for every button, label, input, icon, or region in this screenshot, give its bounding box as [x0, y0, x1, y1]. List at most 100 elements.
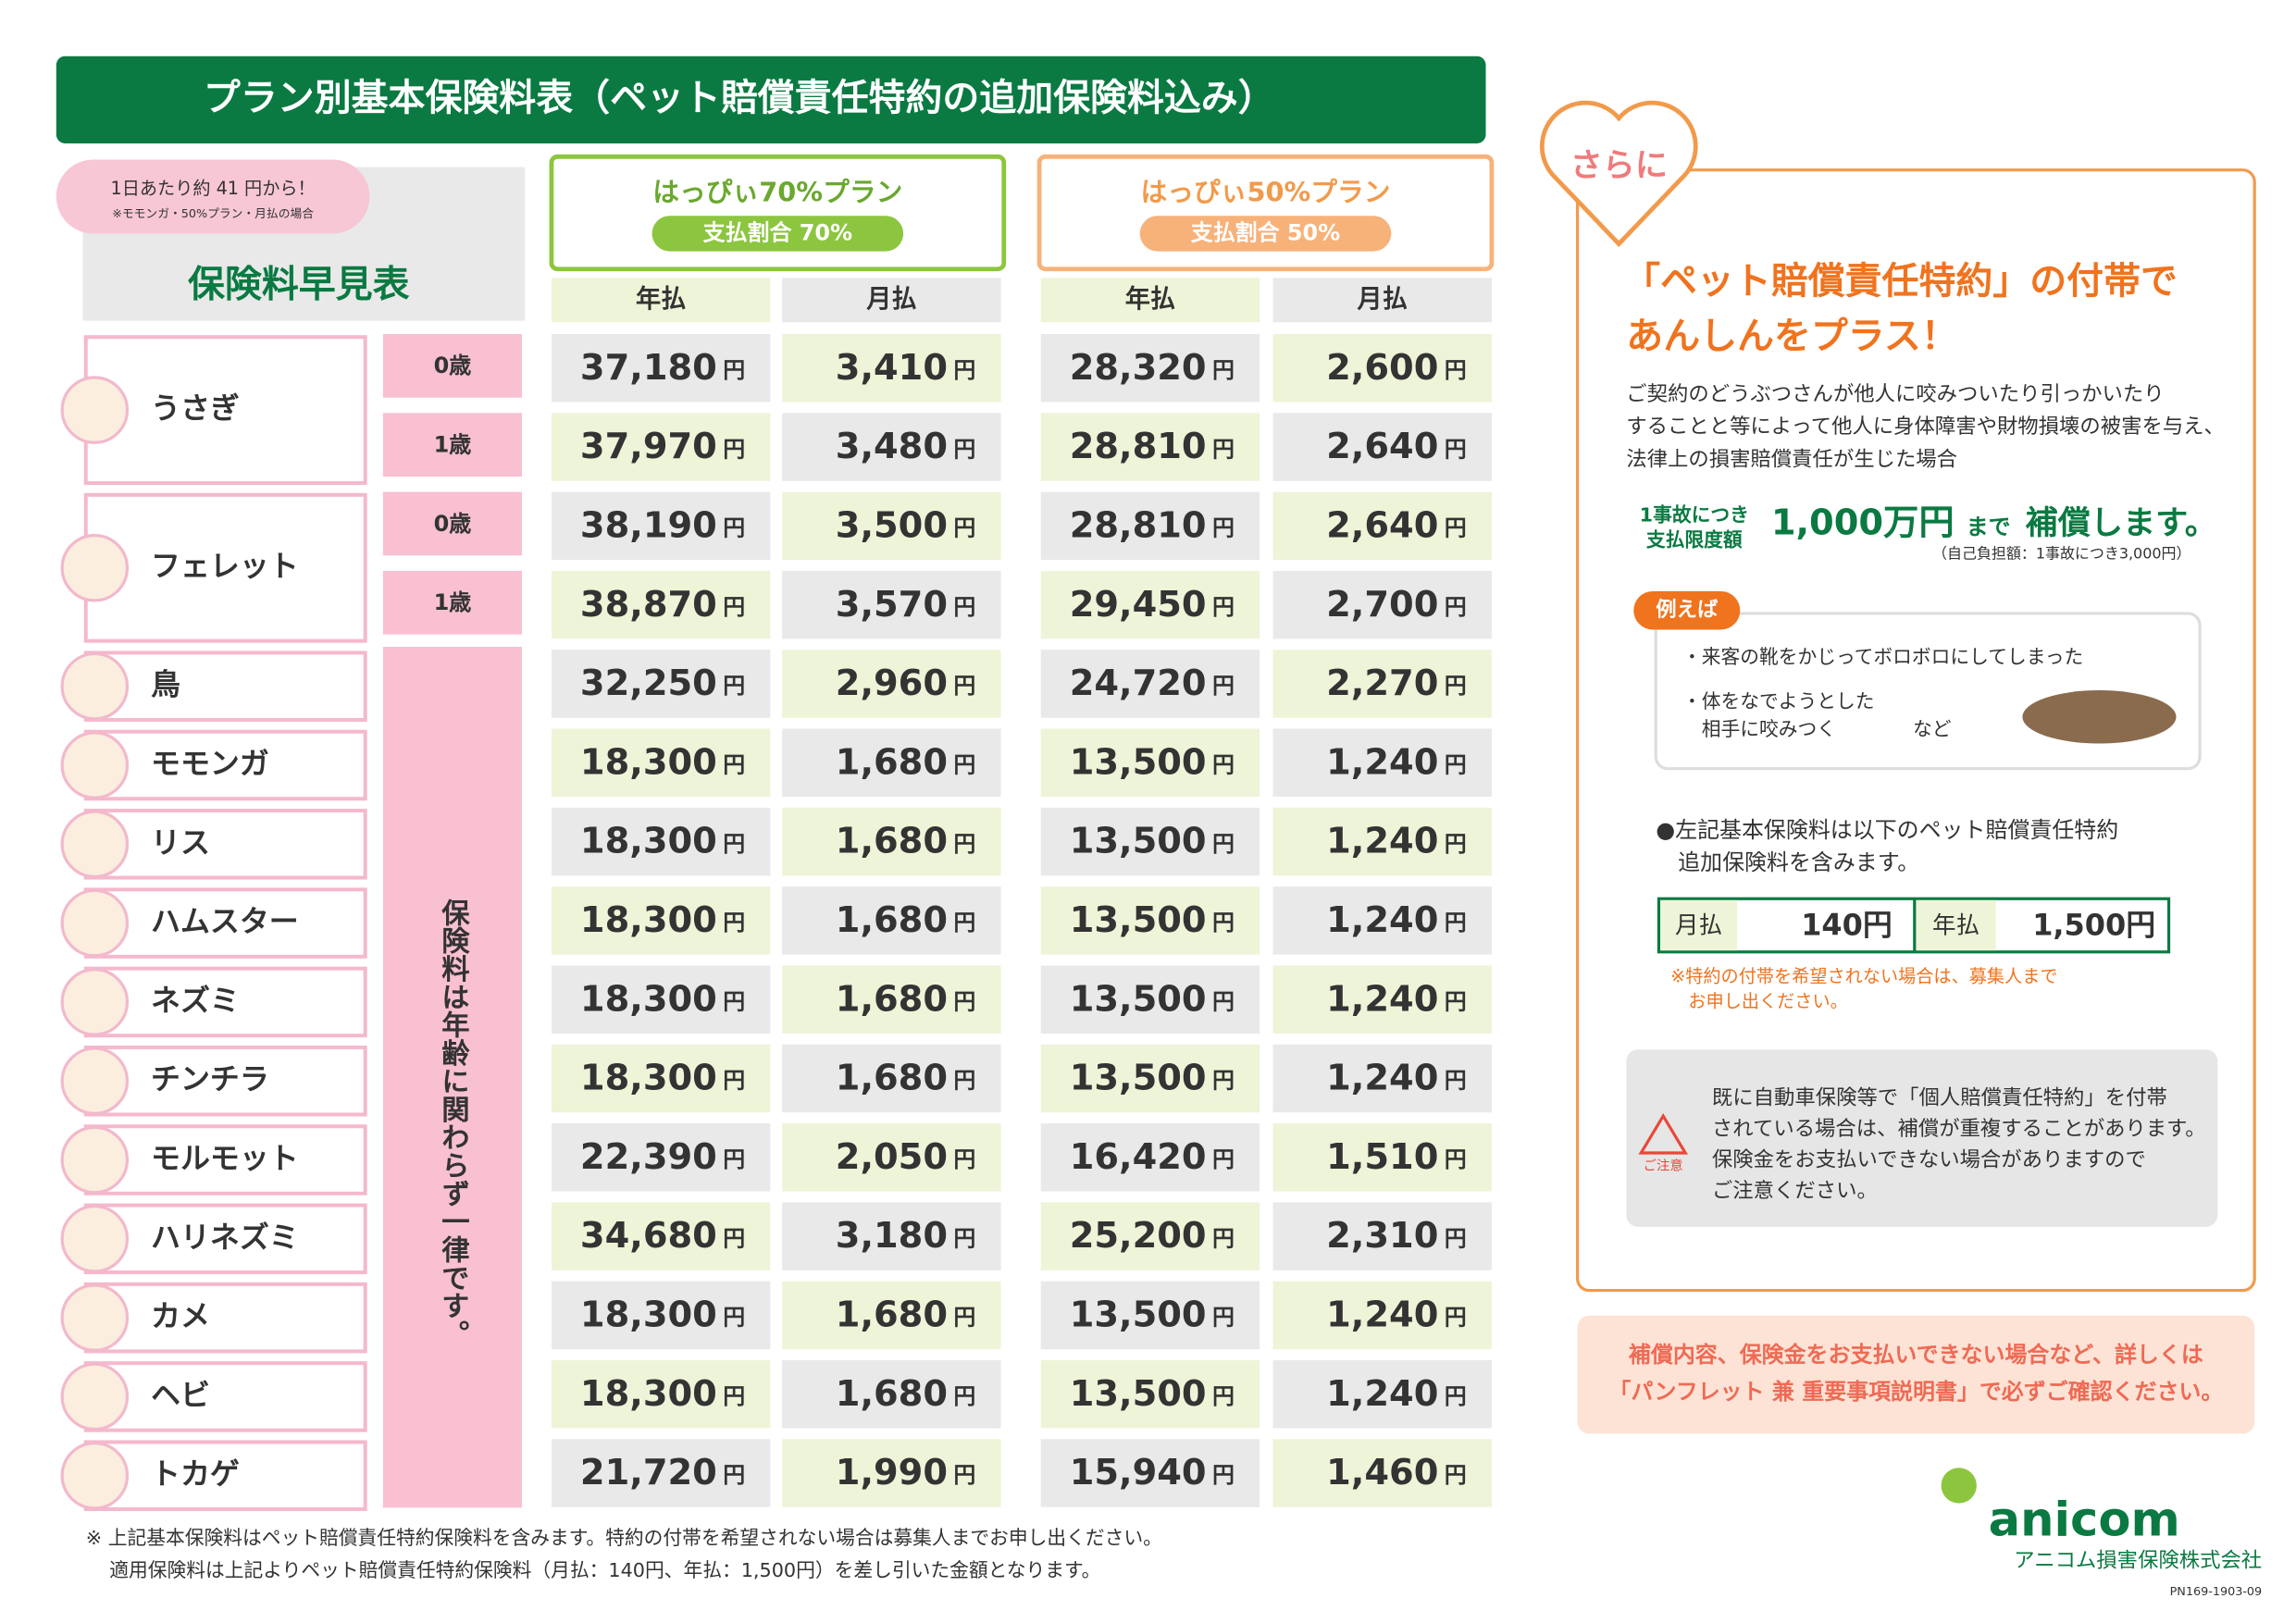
yen: 円 [723, 357, 745, 383]
yen: 円 [723, 436, 745, 462]
animal-box [83, 809, 367, 880]
price: 13,500 [1070, 899, 1207, 941]
bottom-text: 補償内容、保険金をお支払いできない場合など、詳しくは [1628, 1342, 2203, 1368]
price-cell [551, 965, 771, 1034]
yen: 円 [953, 1225, 975, 1251]
price-cell [782, 965, 1001, 1034]
price-cell [551, 1202, 771, 1270]
yen: 円 [1445, 988, 1467, 1014]
price-cell [782, 570, 1001, 639]
side-body: ご契約のどうぶつさんが他人に咬みついたり引っかいたり [1626, 382, 2164, 406]
animal-icon [60, 1441, 130, 1510]
yen: 円 [953, 436, 975, 462]
limit-label: 支払限度額 [1645, 529, 1743, 551]
yen: 円 [953, 1383, 975, 1409]
price-cell [1040, 1123, 1260, 1192]
price: 1,680 [836, 978, 948, 1020]
animal-name: フェレット [151, 549, 299, 584]
column-header-cell [551, 278, 771, 323]
animal-name: ハムスター [151, 904, 299, 939]
yen: 円 [723, 1462, 745, 1488]
price-cell [551, 491, 771, 561]
side-body: 法律上の損害賠償責任が生じた場合 [1626, 447, 1957, 471]
yen: 円 [723, 910, 745, 935]
price: 16,420 [1070, 1136, 1207, 1178]
price: 2,640 [1326, 504, 1438, 546]
price: 2,310 [1326, 1215, 1438, 1257]
price-cell [782, 1359, 1001, 1429]
column-header-cell [782, 278, 1001, 323]
price: 25,200 [1070, 1215, 1207, 1257]
example: ・来客の靴をかじってボロボロにしてしまった [1682, 646, 2083, 668]
badge [56, 159, 370, 234]
fee-label-cell [1916, 899, 1996, 951]
price-cell [1040, 886, 1260, 955]
price: 18,300 [580, 1373, 717, 1415]
yen: 円 [1212, 436, 1235, 462]
animal-box [83, 1203, 367, 1275]
price: 18,300 [580, 899, 717, 941]
price: 21,720 [580, 1452, 717, 1493]
age: 1歳 [434, 589, 472, 615]
animal-box [83, 1124, 367, 1196]
yen: 円 [953, 1068, 975, 1094]
yen: 円 [1445, 515, 1467, 541]
limit-mid: まで [1967, 514, 2011, 539]
price: 28,320 [1070, 347, 1207, 389]
yen: 円 [1445, 1305, 1467, 1331]
title: プラン別基本保険料表（ペット賠償責任特約の追加保険料込み） [204, 77, 1275, 119]
price-cell [1040, 413, 1260, 481]
price-cell [551, 413, 771, 481]
yen: 円 [1445, 751, 1467, 777]
price: 2,270 [1326, 663, 1438, 704]
yen: 円 [953, 831, 975, 857]
footer-note: 適用保険料は上記よりペット賠償責任特約保険料（月払：140円、年払：1,500円… [109, 1559, 1100, 1581]
yen: 円 [1212, 988, 1235, 1014]
heart-text: さらに [1570, 147, 1668, 185]
example: ・体をなでようとした [1682, 690, 1875, 712]
price: 1,240 [1326, 741, 1438, 783]
price: 13,500 [1070, 821, 1207, 862]
price: 34,680 [580, 1215, 717, 1257]
column-header: 年払 [636, 284, 686, 314]
animal-name: ヘビ [151, 1377, 210, 1412]
price: 1,990 [836, 1452, 948, 1493]
price: 13,500 [1070, 1373, 1207, 1415]
price-cell [1272, 650, 1492, 718]
price: 18,300 [580, 978, 717, 1020]
animal-box [83, 966, 367, 1038]
plan-box [549, 154, 1007, 272]
price-cell [1040, 728, 1260, 798]
animal-icon [60, 810, 130, 879]
yen: 円 [1445, 594, 1467, 620]
animal-icon [60, 651, 130, 721]
price-cell [1272, 1439, 1492, 1507]
price: 2,050 [836, 1136, 948, 1178]
price: 28,810 [1070, 426, 1207, 467]
plan-ratio: 支払割合 50% [1191, 219, 1341, 245]
price-cell [782, 1202, 1001, 1270]
price-cell [1272, 807, 1492, 876]
price-cell [551, 807, 771, 876]
example-tag-text: 例えば [1656, 598, 1719, 622]
caution-text: ご注意ください。 [1712, 1179, 1878, 1203]
price-cell [1040, 1044, 1260, 1113]
price-cell [1272, 570, 1492, 639]
column-header: 月払 [1357, 285, 1408, 314]
yen: 円 [723, 751, 745, 777]
age: 0歳 [434, 511, 472, 537]
animal-box [83, 1045, 367, 1117]
price-cell [782, 413, 1001, 481]
yen: 円 [953, 910, 975, 935]
price-cell [1040, 1202, 1260, 1270]
fee-label: 月払 [1675, 912, 1722, 940]
animal-icon [60, 1283, 130, 1352]
animal-name: モモンガ [151, 746, 269, 781]
yen: 円 [1445, 1068, 1467, 1094]
price-cell [551, 1359, 771, 1429]
yen: 円 [1212, 1146, 1235, 1172]
animal-icon [60, 888, 130, 958]
logo: anicom [1989, 1493, 2180, 1547]
limit-amount: 1,000万円 [1771, 502, 1955, 544]
side-heading: 「ペット賠償責任特約」の付帯で [1623, 260, 2178, 303]
